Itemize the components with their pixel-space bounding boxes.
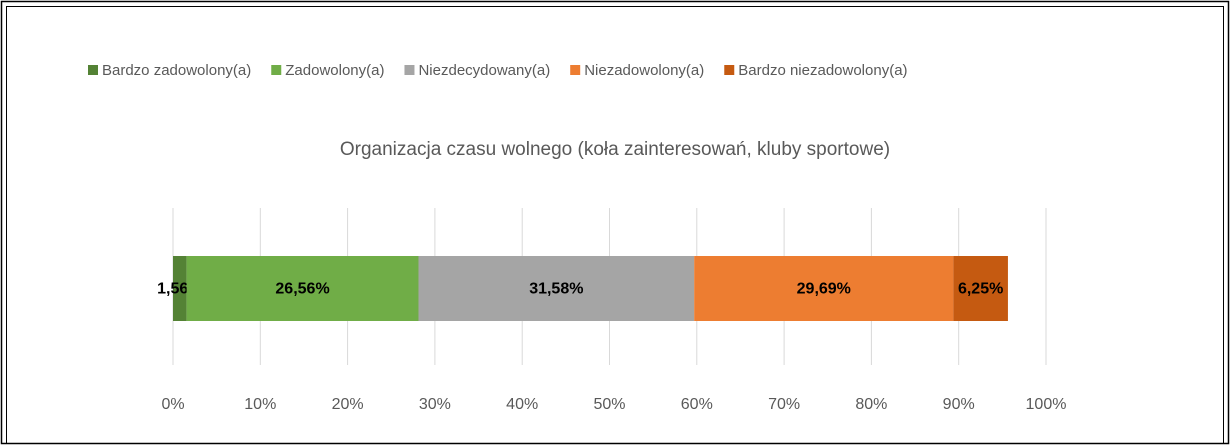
legend-label: Zadowolony(a) bbox=[285, 62, 384, 79]
legend-swatch bbox=[570, 65, 581, 75]
x-tick-label: 80% bbox=[855, 396, 887, 413]
legend-label: Bardzo zadowolony(a) bbox=[102, 62, 251, 79]
x-tick-label: 100% bbox=[1026, 396, 1067, 413]
chart-title: Organizacja czasu wolnego (koła zaintere… bbox=[340, 139, 890, 160]
data-label: 6,25% bbox=[958, 281, 1003, 298]
data-label: 31,58% bbox=[529, 281, 583, 298]
bar-segment bbox=[186, 256, 419, 321]
bar-segment bbox=[694, 256, 954, 321]
bar-segment bbox=[173, 256, 187, 321]
x-tick-label: 70% bbox=[768, 396, 800, 413]
legend-swatch bbox=[88, 65, 98, 75]
inner-frame bbox=[6, 6, 1224, 444]
bar-segment bbox=[418, 256, 695, 321]
legend-label: Niezdecydowany(a) bbox=[418, 62, 550, 79]
x-tick-label: 60% bbox=[681, 396, 713, 413]
legend-swatch bbox=[271, 65, 282, 75]
legend-label: Niezadowolony(a) bbox=[584, 62, 704, 79]
x-tick-label: 10% bbox=[244, 396, 276, 413]
bar-segment bbox=[953, 256, 1008, 321]
legend-label: Bardzo niezadowolony(a) bbox=[738, 62, 907, 79]
x-tick-label: 40% bbox=[506, 396, 538, 413]
legend-swatch bbox=[724, 65, 735, 75]
x-tick-label: 20% bbox=[332, 396, 364, 413]
data-label: 26,56% bbox=[275, 281, 329, 298]
x-tick-label: 0% bbox=[161, 396, 184, 413]
data-label: 29,69% bbox=[797, 281, 851, 298]
x-tick-label: 90% bbox=[943, 396, 975, 413]
x-tick-label: 30% bbox=[419, 396, 451, 413]
legend-swatch bbox=[404, 65, 415, 75]
x-tick-label: 50% bbox=[593, 396, 625, 413]
